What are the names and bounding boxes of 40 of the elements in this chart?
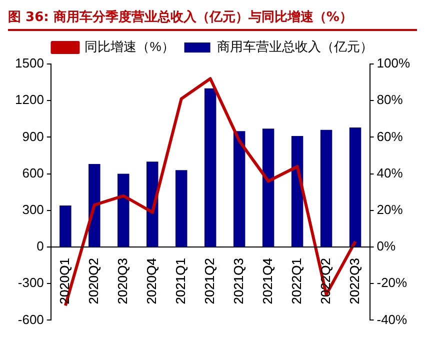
bar: [291, 136, 304, 246]
x-tick-label: 2020Q4: [144, 258, 159, 304]
x-tick-label: 2022Q1: [288, 258, 304, 304]
x-tick-label: 2022Q3: [346, 258, 362, 304]
x-tick-label: 2020Q2: [86, 258, 101, 304]
bar: [118, 174, 130, 246]
bar: [175, 170, 188, 246]
x-tick-label: 2020Q3: [114, 258, 130, 304]
chart-title: 图 36: 商用车分季度营业总收入（亿元）与同比增速（%）: [8, 8, 417, 31]
x-tick-label: 2020Q1: [56, 258, 72, 304]
y-tick-label: 0: [36, 238, 44, 254]
legend-label: 商用车营业总收入（亿元）: [216, 39, 373, 54]
y-tick-label: 300: [22, 202, 44, 217]
bar: [88, 164, 100, 246]
y-tick-label: 1500: [15, 56, 44, 71]
x-tick-label: 2022Q2: [318, 258, 333, 304]
x-tick-label: 2021Q2: [202, 258, 217, 304]
y2-tick-label: 100%: [376, 56, 410, 71]
bar: [262, 128, 274, 246]
bar: [60, 206, 72, 246]
y2-tick-label: 0%: [376, 238, 396, 254]
bar: [349, 127, 362, 246]
y-tick-label: 900: [22, 128, 44, 144]
bar: [233, 131, 246, 246]
bar: [320, 130, 332, 246]
y2-tick-label: -20%: [376, 275, 408, 290]
x-tick-label: 2021Q4: [260, 258, 275, 304]
x-tick-label: 2021Q1: [172, 258, 188, 304]
y2-tick-label: 20%: [376, 202, 404, 217]
y2-tick-label: 60%: [376, 128, 404, 144]
y-tick-label: 1200: [15, 92, 44, 108]
y2-tick-label: 80%: [376, 92, 404, 108]
y-tick-label: 600: [22, 165, 44, 180]
y2-tick-label: -40%: [376, 312, 408, 327]
y2-tick-label: 40%: [376, 165, 404, 180]
legend-label: 同比增速（%）: [84, 39, 174, 54]
x-tick-label: 2021Q3: [230, 258, 246, 304]
y-tick-label: -600: [18, 312, 44, 327]
y-tick-label: -300: [18, 275, 44, 290]
bar: [204, 88, 216, 246]
